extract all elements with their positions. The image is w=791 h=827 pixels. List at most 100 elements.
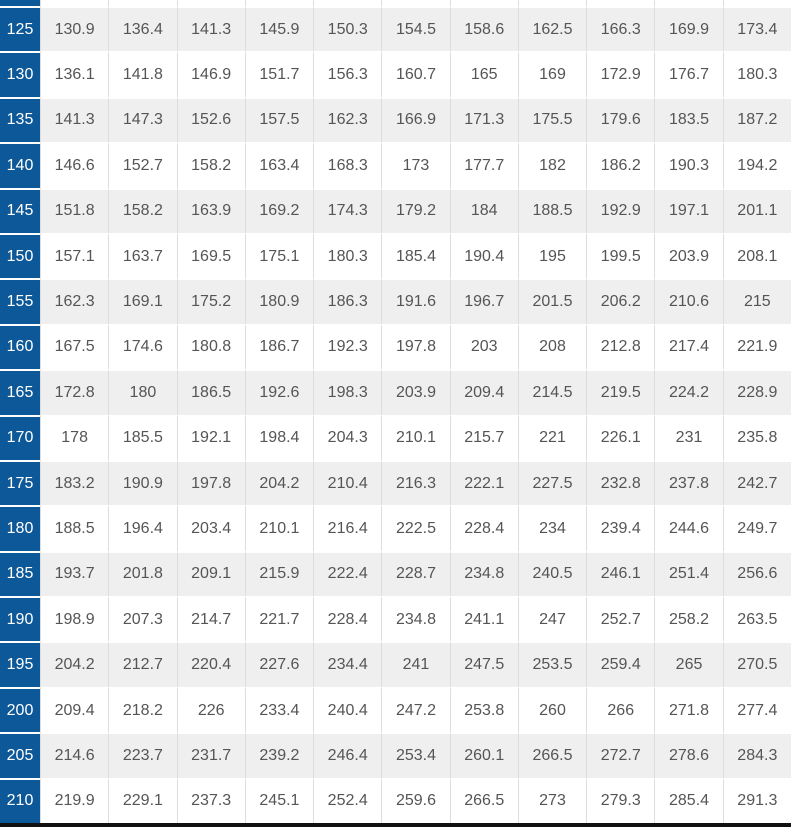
data-cell: 172.8 xyxy=(40,369,109,415)
table-row: 150 157.1 163.7 169.5 175.1 180.3 185.4 190.4 19… xyxy=(0,232,791,279)
data-cell: 185.5 xyxy=(108,414,177,460)
data-cell: 272.7 xyxy=(586,732,655,778)
data-cell: 186.7 xyxy=(244,323,314,370)
data-cell: 259.6 xyxy=(381,777,450,823)
data-cell: 186.2 xyxy=(586,142,655,188)
row-header-cell: 160 xyxy=(0,323,40,370)
data-cell: 169.2 xyxy=(244,187,314,233)
table-row: 205 214.6 223.7 231.7 239.2 246.4 253.4 260.1 26… xyxy=(0,732,791,778)
data-cell: 222.4 xyxy=(313,550,382,597)
table-row: 195 204.2 212.7 220.4 227.6 234.4 241 247.5 253.… xyxy=(0,641,791,687)
data-cell xyxy=(449,0,518,6)
data-cell: 166.9 xyxy=(381,96,450,143)
data-cell: 203 xyxy=(449,323,518,370)
data-cell: 147.3 xyxy=(108,96,177,143)
data-cell: 234.8 xyxy=(449,550,518,597)
data-cell: 227.5 xyxy=(517,459,587,506)
data-cell: 169 xyxy=(517,51,587,97)
data-cell: 258.2 xyxy=(654,596,723,642)
data-cell: 184 xyxy=(449,187,518,233)
data-cell: 240.5 xyxy=(517,550,587,597)
data-cell: 160.7 xyxy=(381,51,450,97)
data-cell: 152.6 xyxy=(176,96,245,143)
data-cell: 232.8 xyxy=(586,459,655,506)
data-cell: 158.2 xyxy=(108,187,177,233)
table-row: 125 130.9 136.4 141.3 145.9 150.3 154.5 158.6 16… xyxy=(0,6,791,52)
data-cell: 231.7 xyxy=(176,732,245,778)
table-row: 135 141.3 147.3 152.6 157.5 162.3 166.9 171.3 17… xyxy=(0,96,791,143)
data-cell: 210.6 xyxy=(654,278,723,324)
data-cell: 208 xyxy=(517,323,587,370)
data-cell: 234 xyxy=(517,505,587,551)
data-cell xyxy=(517,0,587,6)
data-cell: 175.2 xyxy=(176,278,245,324)
data-cell: 186.3 xyxy=(313,278,382,324)
row-header-cell: 195 xyxy=(0,641,40,687)
data-cell: 190.9 xyxy=(108,459,177,506)
data-cell: 252.4 xyxy=(313,777,382,823)
data-cell: 180.9 xyxy=(244,278,314,324)
data-cell: 253.8 xyxy=(449,686,518,733)
data-cell: 150.3 xyxy=(313,6,382,52)
data-cell: 196.4 xyxy=(108,505,177,551)
row-header-cell: 155 xyxy=(0,278,40,324)
data-cell xyxy=(722,0,791,6)
data-cell: 196.7 xyxy=(449,278,518,324)
data-cell xyxy=(244,0,314,6)
data-cell: 222.1 xyxy=(449,459,518,506)
data-cell xyxy=(40,0,109,6)
table-row: 140 146.6 152.7 158.2 163.4 168.3 173 177.7 182 1… xyxy=(0,142,791,188)
data-cell: 215.7 xyxy=(449,414,518,460)
data-cell: 195 xyxy=(517,232,587,279)
row-header-cell xyxy=(0,0,40,6)
data-cell: 210.1 xyxy=(244,505,314,551)
data-cell: 247 xyxy=(517,596,587,642)
data-cell: 173 xyxy=(381,142,450,188)
table-row: 180 188.5 196.4 203.4 210.1 216.4 222.5 228.4 23… xyxy=(0,505,791,551)
data-cell: 162.5 xyxy=(517,6,587,52)
data-cell: 193.7 xyxy=(40,550,109,597)
data-cell: 221.7 xyxy=(244,596,314,642)
data-cell: 212.8 xyxy=(586,323,655,370)
data-cell: 176.7 xyxy=(654,51,723,97)
data-cell: 173.4 xyxy=(722,6,791,52)
data-cell: 259.4 xyxy=(586,641,655,687)
row-header-cell: 140 xyxy=(0,142,40,188)
data-cell: 228.9 xyxy=(722,369,791,415)
table-row: 130 136.1 141.8 146.9 151.7 156.3 160.7 165 169 1… xyxy=(0,51,791,97)
data-cell: 186.5 xyxy=(176,369,245,415)
table-row: 160 167.5 174.6 180.8 186.7 192.3 197.8 203 208 2… xyxy=(0,323,791,370)
data-cell: 260.1 xyxy=(449,732,518,778)
data-cell: 237.3 xyxy=(176,777,245,823)
data-cell: 249.7 xyxy=(722,505,791,551)
data-cell: 204.2 xyxy=(244,459,314,506)
data-cell: 141.3 xyxy=(176,6,245,52)
data-cell: 221 xyxy=(517,414,587,460)
data-cell: 192.9 xyxy=(586,187,655,233)
data-cell: 169.1 xyxy=(108,278,177,324)
table-row: 155 162.3 169.1 175.2 180.9 186.3 191.6 196.7 20… xyxy=(0,278,791,324)
table-row: 185 193.7 201.8 209.1 215.9 222.4 228.7 234.8 24… xyxy=(0,550,791,597)
data-cell: 216.4 xyxy=(313,505,382,551)
data-cell: 182 xyxy=(517,142,587,188)
data-cell xyxy=(586,0,655,6)
data-cell: 235.8 xyxy=(722,414,791,460)
data-cell: 210.1 xyxy=(381,414,450,460)
data-cell: 214.7 xyxy=(176,596,245,642)
data-cell: 169.5 xyxy=(176,232,245,279)
data-cell: 198.4 xyxy=(244,414,314,460)
data-cell: 199.5 xyxy=(586,232,655,279)
data-cell: 251.4 xyxy=(654,550,723,597)
data-cell: 265 xyxy=(654,641,723,687)
data-cell: 191.6 xyxy=(381,278,450,324)
data-cell: 163.4 xyxy=(244,142,314,188)
data-cell: 234.4 xyxy=(313,641,382,687)
table-row: 170 178 185.5 192.1 198.4 204.3 210.1 215.7 221 2… xyxy=(0,414,791,460)
data-cell: 180.3 xyxy=(313,232,382,279)
data-cell: 244.6 xyxy=(654,505,723,551)
data-cell: 206.2 xyxy=(586,278,655,324)
data-cell: 157.5 xyxy=(244,96,314,143)
row-header-cell: 125 xyxy=(0,6,40,52)
